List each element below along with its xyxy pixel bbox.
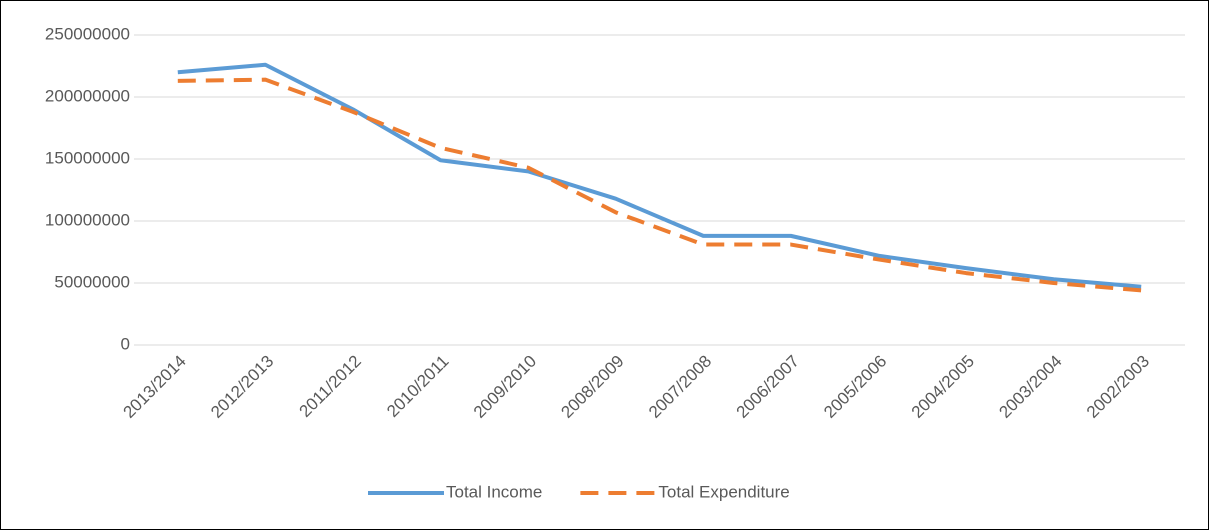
y-tick-label: 50000000 — [54, 272, 130, 291]
y-tick-label: 0 — [121, 334, 130, 353]
y-tick-label: 200000000 — [45, 86, 130, 105]
series-line — [177, 62, 1142, 289]
legend-label: Total Expenditure — [658, 482, 789, 501]
y-tick-label: 150000000 — [45, 148, 130, 167]
series-line — [177, 77, 1142, 293]
legend-label: Total Income — [446, 482, 542, 501]
y-tick-label: 250000000 — [45, 24, 130, 43]
y-tick-label: 100000000 — [45, 210, 130, 229]
